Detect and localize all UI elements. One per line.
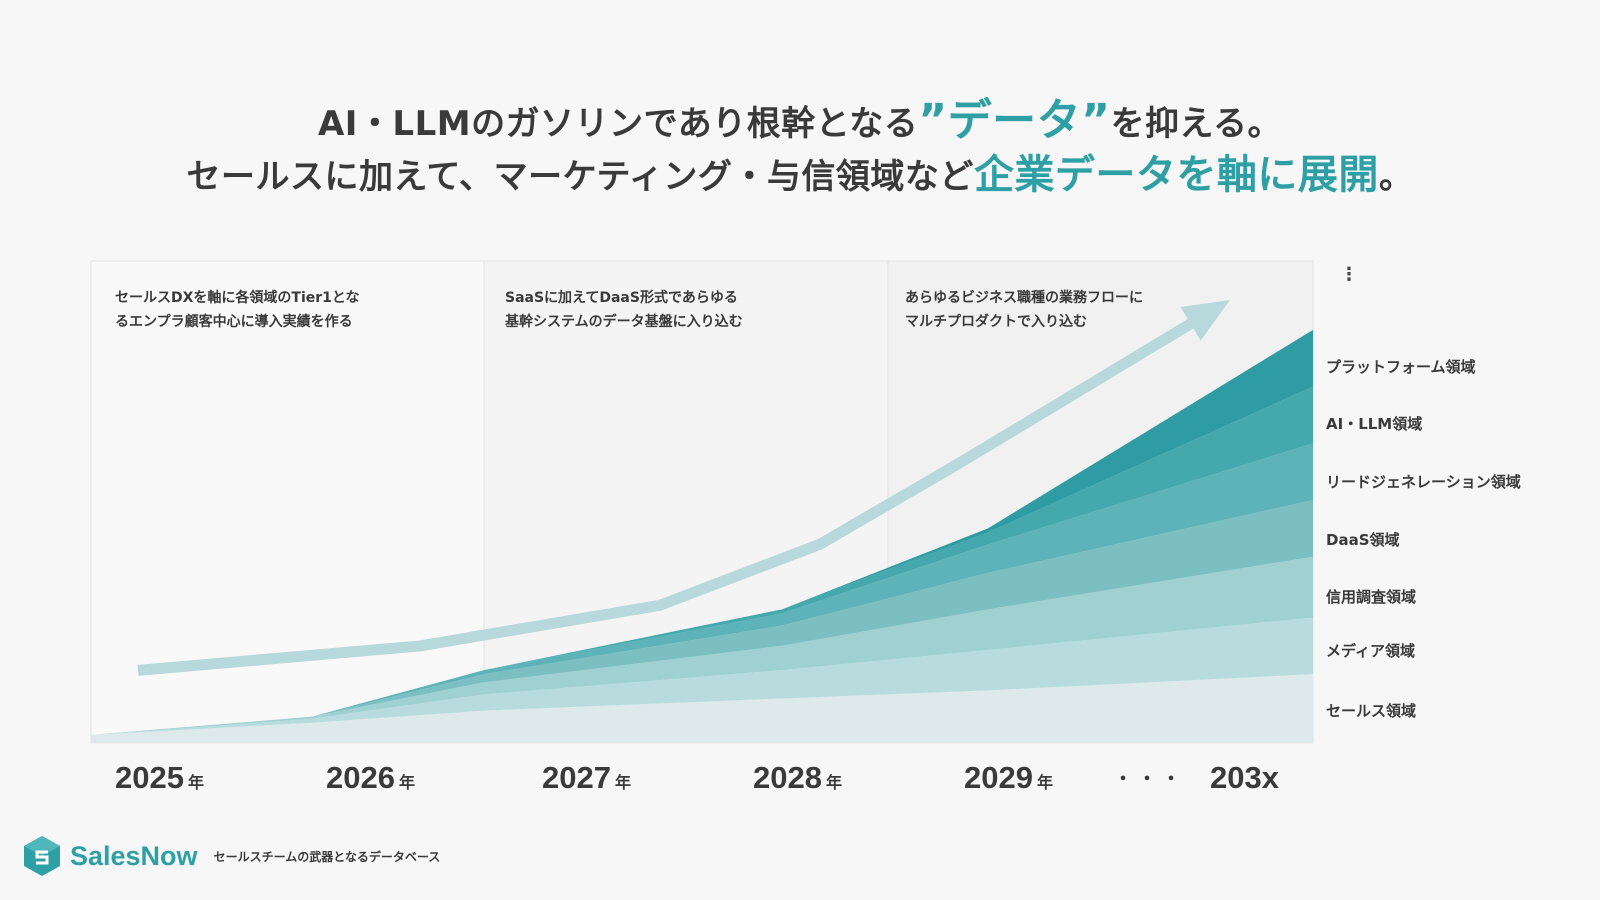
x-tick-2026: 2026 年 bbox=[326, 760, 415, 796]
more-series-indicator: ⋮ bbox=[1340, 264, 1358, 285]
x-tick-2029-unit: 年 bbox=[1036, 773, 1053, 792]
x-tick-203x: 203x bbox=[1210, 760, 1279, 796]
phase-text-2: SaaSに加えてDaaS形式であらゆる 基幹システムのデータ基盤に入り込む bbox=[505, 286, 743, 334]
series-label-daas: DaaS領域 bbox=[1326, 531, 1400, 549]
phase-text-2-line-1: SaaSに加えてDaaS形式であらゆる bbox=[505, 290, 738, 306]
x-tick-2026-unit: 年 bbox=[398, 773, 415, 792]
x-tick-2025-value: 2025 bbox=[115, 760, 184, 795]
brand-tagline: セールスチームの武器となるデータベース bbox=[213, 849, 441, 864]
headline-line-1-pre: AI・LLMのガソリンであり根幹となる bbox=[317, 104, 919, 144]
salesnow-logo-icon bbox=[24, 836, 60, 876]
series-label-ai-llm: AI・LLM領域 bbox=[1326, 415, 1423, 433]
headline-line-2-post: 。 bbox=[1378, 157, 1414, 197]
phase-text-2-line-2: 基幹システムのデータ基盤に入り込む bbox=[505, 314, 743, 330]
trend-arrow-line bbox=[137, 314, 1202, 676]
trend-arrow-head bbox=[1180, 300, 1230, 341]
headline-line-1-accent: ”データ” bbox=[918, 95, 1111, 146]
series-label-lead-gen: リードジェネレーション領域 bbox=[1326, 473, 1521, 491]
x-tick-2028-unit: 年 bbox=[825, 773, 842, 792]
area-series-0 bbox=[91, 674, 1313, 743]
x-tick-2027-unit: 年 bbox=[614, 773, 631, 792]
x-tick-2028-value: 2028 bbox=[753, 760, 822, 795]
headline-line-1-post: を抑える。 bbox=[1110, 104, 1283, 144]
headline-line-2-pre: セールスに加えて、マーケティング・与信領域など bbox=[186, 157, 974, 197]
series-label-media: メディア領域 bbox=[1326, 642, 1415, 660]
x-tick-2029: 2029 年 bbox=[964, 760, 1053, 796]
x-tick-2029-value: 2029 bbox=[964, 760, 1033, 795]
headline-line-2: セールスに加えて、マーケティング・与信領域など企業データを軸に展開。 bbox=[0, 142, 1600, 200]
x-tick-2026-value: 2026 bbox=[326, 760, 395, 795]
area-series-1 bbox=[91, 617, 1313, 735]
x-tick-2027-value: 2027 bbox=[542, 760, 611, 795]
series-label-credit: 信用調査領域 bbox=[1326, 588, 1417, 606]
x-tick-203x-value: 203x bbox=[1210, 760, 1279, 795]
brand-name: SalesNow bbox=[70, 840, 198, 871]
headline-line-2-accent: 企業データを軸に展開 bbox=[973, 152, 1379, 198]
x-tick-2028: 2028 年 bbox=[753, 760, 842, 796]
x-tick-2025-unit: 年 bbox=[187, 773, 204, 792]
headline-line-1: AI・LLMのガソリンであり根幹となる”データ”を抑える。 bbox=[0, 84, 1600, 148]
series-label-platform: プラットフォーム領域 bbox=[1326, 358, 1476, 376]
phase-text-1-line-1: セールスDXを軸に各領域のTier1とな bbox=[115, 290, 360, 306]
x-tick-2027: 2027 年 bbox=[542, 760, 631, 796]
phase-text-1: セールスDXを軸に各領域のTier1とな るエンプラ顧客中心に導入実績を作る bbox=[115, 286, 359, 334]
phase-text-1-line-2: るエンプラ顧客中心に導入実績を作る bbox=[115, 314, 353, 330]
brand-logo: SalesNow セールスチームの武器となるデータベース bbox=[22, 835, 440, 877]
phase-text-3: あらゆるビジネス職種の業務フローに マルチプロダクトで入り込む bbox=[905, 286, 1143, 334]
phase-text-3-line-1: あらゆるビジネス職種の業務フローに bbox=[905, 290, 1143, 306]
x-tick-2025: 2025 年 bbox=[115, 760, 204, 796]
x-axis-ellipsis: ・・・ bbox=[1114, 769, 1186, 790]
phase-text-3-line-2: マルチプロダクトで入り込む bbox=[905, 314, 1087, 330]
series-label-sales: セールス領域 bbox=[1326, 702, 1417, 720]
